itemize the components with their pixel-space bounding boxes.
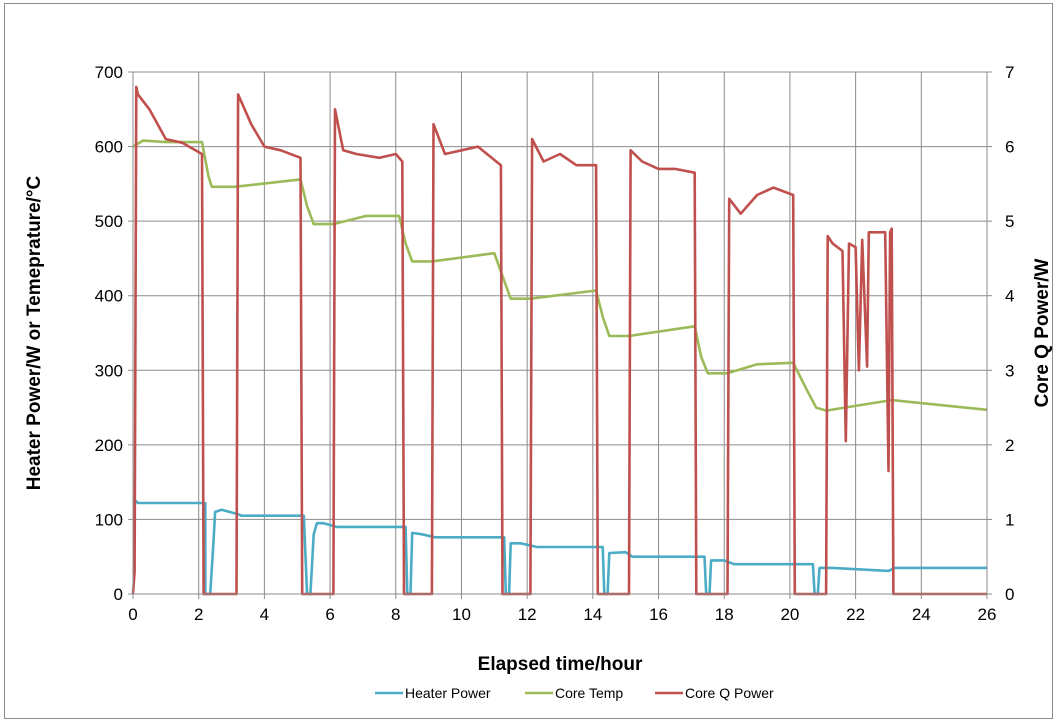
x-tick-label: 16 — [649, 605, 668, 624]
x-axis-title: Elapsed time/hour — [478, 654, 643, 675]
y-right-tick-label: 6 — [1005, 138, 1014, 157]
y-right-tick-label: 0 — [1005, 585, 1014, 604]
y-left-tick-label: 0 — [114, 585, 123, 604]
chart-frame — [4, 3, 1053, 719]
series-lines — [131, 85, 988, 596]
y-right-tick-label: 5 — [1005, 212, 1014, 231]
y-left-tick-label: 500 — [95, 212, 123, 231]
x-tick-label: 26 — [978, 605, 997, 624]
x-tick-label: 14 — [583, 605, 602, 624]
y-right-tick-label: 2 — [1005, 436, 1014, 455]
y-right-tick-label: 7 — [1005, 63, 1014, 82]
x-tick-label: 8 — [391, 605, 400, 624]
series-line-heater-power — [132, 497, 987, 596]
x-tick-label: 22 — [846, 605, 865, 624]
y-right-tick-label: 1 — [1005, 510, 1014, 529]
y-left-tick-label: 100 — [95, 510, 123, 529]
y-left-tick-label: 200 — [95, 436, 123, 455]
y-right-tick-label: 3 — [1005, 361, 1014, 380]
y-left-tick-label: 700 — [95, 63, 123, 82]
y-axis-left-title: Heater Power/W or Temeprature/°C — [24, 175, 45, 490]
y-left-tick-label: 600 — [95, 138, 123, 157]
series-line-core-temp — [132, 139, 988, 412]
legend-label-core-q-power: Core Q Power — [685, 685, 774, 701]
y-right-tick-label: 4 — [1005, 287, 1014, 306]
x-tick-label: 10 — [452, 605, 471, 624]
x-tick-label: 24 — [912, 605, 931, 624]
legend-label-core-temp: Core Temp — [555, 685, 623, 701]
y-left-tick-label: 400 — [95, 287, 123, 306]
x-tick-label: 20 — [780, 605, 799, 624]
x-tick-label: 12 — [518, 605, 537, 624]
legend: Heater Power Core Temp Core Q Power — [375, 685, 774, 701]
y-left-tick-label: 300 — [95, 361, 123, 380]
x-tick-label: 4 — [260, 605, 269, 624]
x-tick-label: 18 — [715, 605, 734, 624]
y-axis-right-title: Core Q Power/W — [1032, 259, 1053, 408]
x-tick-label: 2 — [194, 605, 203, 624]
x-tick-label: 6 — [325, 605, 334, 624]
x-tick-label: 0 — [128, 605, 137, 624]
series-line-core-q-power — [131, 85, 987, 596]
legend-label-heater-power: Heater Power — [405, 685, 491, 701]
